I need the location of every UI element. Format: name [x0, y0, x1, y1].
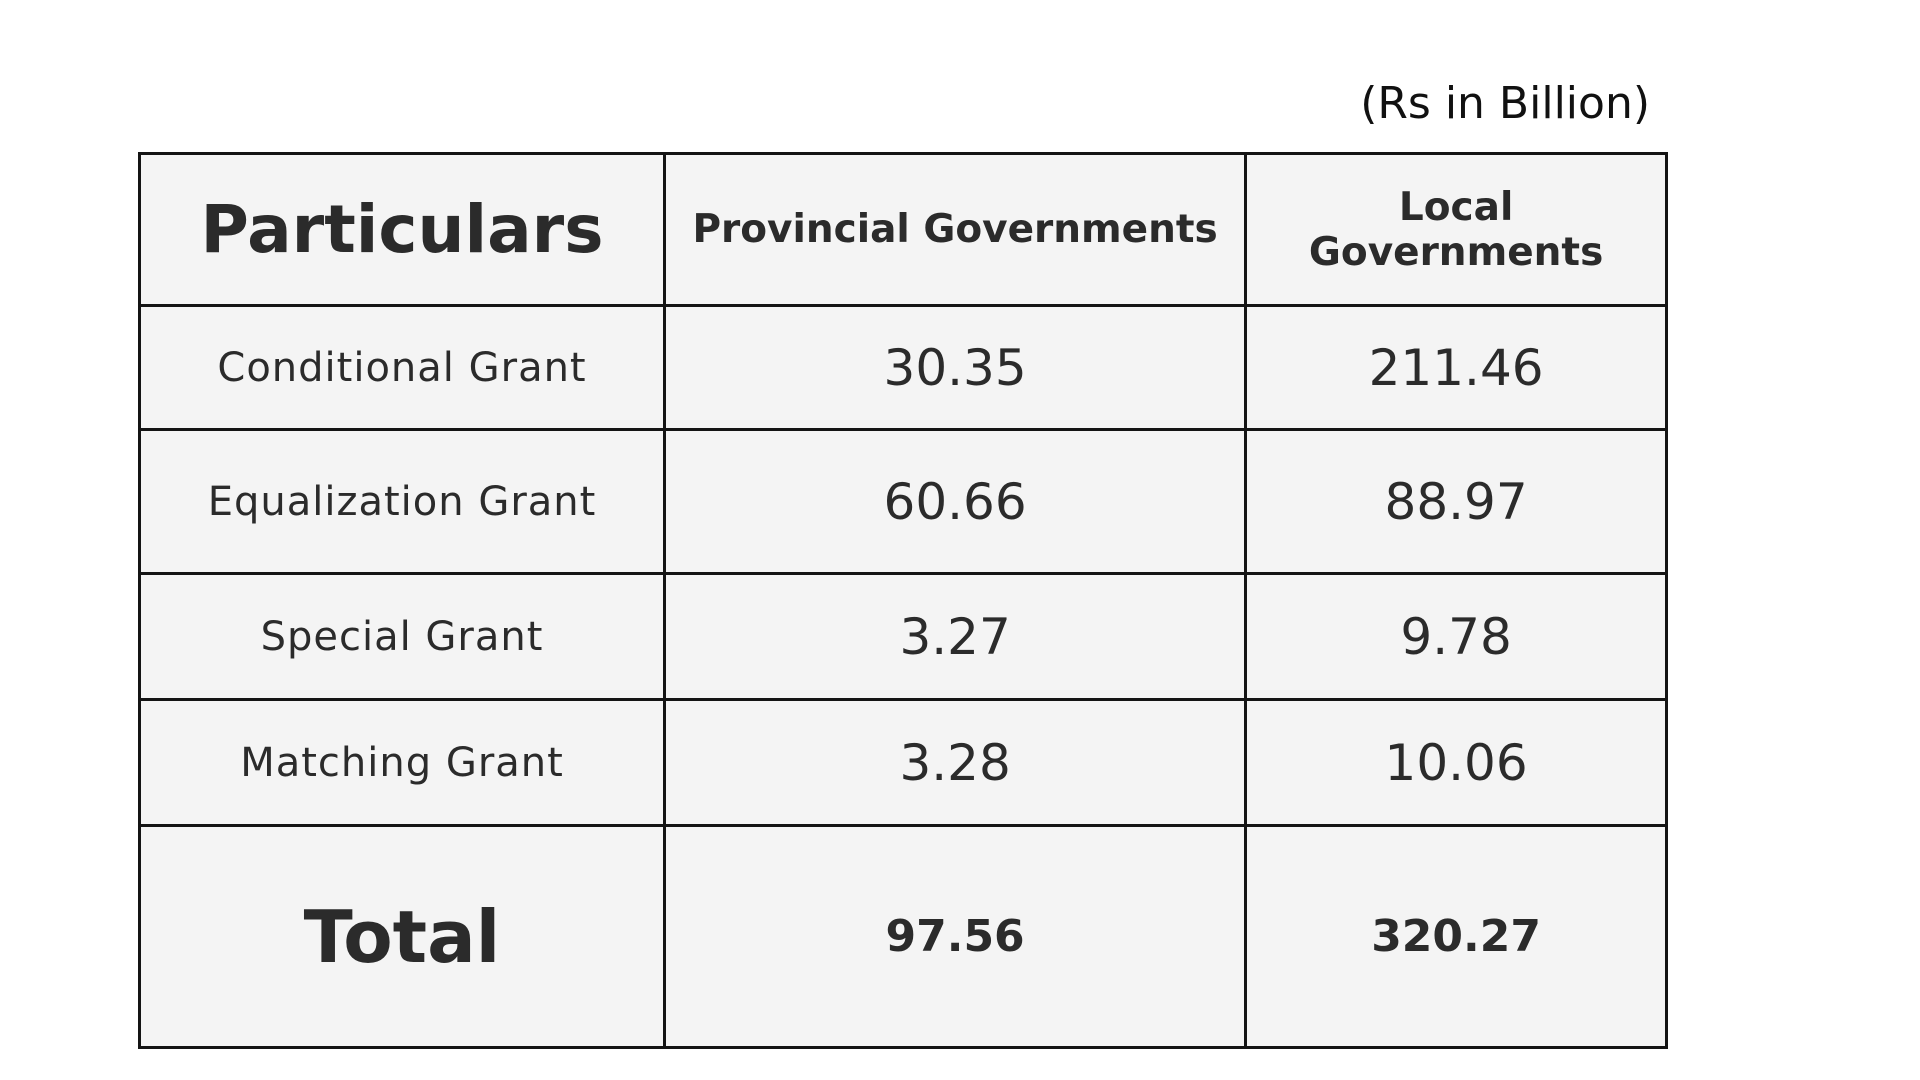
table-row: Conditional Grant 30.35 211.46 — [137, 304, 1668, 431]
provincial-value: 3.28 — [663, 698, 1248, 827]
grants-table: Particulars Provincial Governments Local… — [137, 152, 1668, 1049]
unit-note: (Rs in Billion) — [1360, 78, 1650, 129]
total-label: Total — [137, 824, 667, 1049]
local-value: 211.46 — [1244, 304, 1668, 431]
row-label: Matching Grant — [137, 698, 667, 827]
local-value: 88.97 — [1244, 428, 1668, 575]
table-header-row: Particulars Provincial Governments Local… — [137, 152, 1668, 307]
local-value: 10.06 — [1244, 698, 1668, 827]
row-label: Equalization Grant — [137, 428, 667, 575]
provincial-value: 30.35 — [663, 304, 1248, 431]
local-value: 9.78 — [1244, 572, 1668, 701]
provincial-value: 3.27 — [663, 572, 1248, 701]
table-row: Special Grant 3.27 9.78 — [137, 572, 1668, 701]
table-total-row: Total 97.56 320.27 — [137, 824, 1668, 1049]
table-row: Matching Grant 3.28 10.06 — [137, 698, 1668, 827]
provincial-value: 60.66 — [663, 428, 1248, 575]
table-row: Equalization Grant 60.66 88.97 — [137, 428, 1668, 575]
header-provincial-governments: Provincial Governments — [663, 152, 1248, 307]
row-label: Special Grant — [137, 572, 667, 701]
total-local-value: 320.27 — [1244, 824, 1668, 1049]
header-particulars: Particulars — [137, 152, 667, 307]
header-local-governments: Local Governments — [1244, 152, 1668, 307]
row-label: Conditional Grant — [137, 304, 667, 431]
total-provincial-value: 97.56 — [663, 824, 1248, 1049]
